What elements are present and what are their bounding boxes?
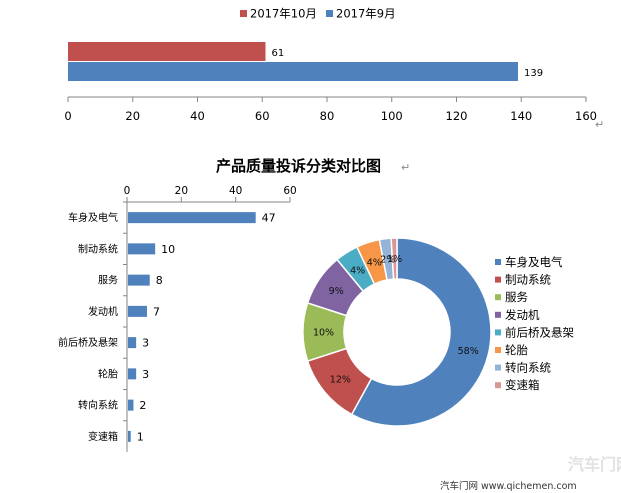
category-bar: [128, 368, 137, 380]
category-value-label: 7: [153, 305, 160, 318]
x-tick-label: 80: [320, 109, 335, 123]
donut-slice: [350, 237, 492, 427]
donut-legend-label: 前后桥及悬架: [505, 325, 574, 339]
legend-label-sep: 2017年9月: [336, 7, 396, 21]
legend-label-oct: 2017年10月: [250, 7, 317, 21]
top-tick-label: 20: [175, 185, 188, 197]
category-label: 前后桥及悬架: [58, 336, 118, 349]
category-bar: [128, 243, 156, 255]
donut-legend-swatch: [495, 364, 501, 371]
x-tick-label: 100: [381, 109, 403, 123]
donut-legend-swatch: [495, 259, 501, 265]
donut-chart: 58%12%10%9%4%4%2%1% 车身及电气制动系统服务发动机前后桥及悬架…: [302, 237, 574, 427]
x-tick-label: 120: [446, 109, 468, 123]
x-tick-label: 20: [125, 109, 140, 123]
top-tick-label: 0: [124, 185, 131, 197]
x-tick-label: 60: [255, 109, 270, 123]
category-bar: [128, 305, 148, 317]
watermark-logo: 汽车门网: [568, 455, 621, 474]
donut-legend-swatch: [495, 329, 501, 336]
x-tick-label: 160: [575, 109, 597, 123]
legend-swatch-oct: [240, 10, 247, 17]
donut-labels: 58%12%10%9%4%4%2%1%: [313, 254, 479, 385]
top-axis-ticks: 0 20 40 60: [124, 185, 297, 202]
category-bar: [128, 274, 150, 286]
donut-legend-swatch: [495, 276, 501, 283]
category-label: 制动系统: [78, 242, 118, 255]
category-chart: 产品质量投诉分类对比图 ↵ 0 20 40 60 车身及电气 47 制动系统 10 服务 8 发动…: [58, 157, 410, 452]
title-paragraph-mark: ↵: [401, 161, 410, 174]
donut-legend-label: 发动机: [505, 308, 540, 322]
x-tick-label: 0: [64, 109, 71, 123]
top-tick-label: 40: [229, 185, 242, 197]
donut-slice: [390, 237, 398, 280]
donut-percent-label: 58%: [458, 346, 479, 357]
x-axis-ticks: 0 20 40 60 80 100 120 140 160: [64, 97, 597, 123]
category-label: 车身及电气: [68, 211, 118, 224]
donut-legend-swatch: [495, 382, 501, 389]
category-bar: [128, 212, 256, 224]
category-label: 发动机: [88, 305, 118, 318]
category-value-label: 2: [139, 399, 146, 412]
paragraph-mark: ↵: [595, 118, 604, 131]
donut-legend-label: 变速箱: [505, 378, 540, 392]
x-tick-label: 40: [190, 109, 205, 123]
category-value-label: 3: [142, 368, 149, 381]
chart-title: 产品质量投诉分类对比图: [216, 157, 381, 175]
donut-legend-label: 制动系统: [505, 273, 551, 287]
data-label-oct: 61: [271, 48, 284, 59]
category-bars: 车身及电气 47 制动系统 10 服务 8 发动机 7 前后桥及悬架 3 轮胎 3 转向系统 2 变速箱 1: [58, 201, 276, 443]
bar-sep: [68, 62, 519, 81]
donut-percent-label: 2%: [380, 255, 395, 266]
donut-legend-label: 转向系统: [505, 361, 551, 375]
donut-legend-swatch: [495, 311, 501, 318]
category-bar: [128, 399, 134, 411]
donut-legend-label: 车身及电气: [505, 255, 563, 269]
donut-slices: [302, 237, 492, 427]
category-label: 轮胎: [98, 367, 118, 380]
x-tick-label: 140: [510, 109, 532, 123]
category-value-label: 47: [262, 212, 276, 225]
donut-percent-label: 1%: [387, 254, 402, 265]
data-label-sep: 139: [524, 68, 543, 79]
monthly-legend: 2017年10月 2017年9月: [240, 7, 396, 21]
category-label: 转向系统: [78, 399, 118, 412]
donut-legend-swatch: [495, 294, 501, 301]
donut-legend-label: 轮胎: [505, 343, 528, 357]
donut-percent-label: 9%: [329, 286, 344, 297]
category-value-label: 8: [156, 274, 163, 287]
bar-oct: [68, 42, 266, 61]
monthly-chart: 2017年10月 2017年9月 61 139 0 20 40 60 80 100 120 1…: [64, 7, 604, 132]
category-value-label: 1: [137, 430, 144, 443]
donut-legend-label: 服务: [505, 290, 528, 304]
category-value-label: 10: [161, 243, 175, 256]
category-bar: [128, 430, 131, 442]
source-credit: 汽车门网 www.qichemen.com: [440, 480, 577, 492]
donut-percent-label: 10%: [313, 328, 334, 339]
category-bar: [128, 337, 137, 349]
donut-percent-label: 12%: [330, 374, 351, 385]
donut-percent-label: 4%: [367, 258, 382, 269]
category-label: 服务: [98, 274, 118, 287]
category-label: 变速箱: [88, 430, 118, 443]
category-value-label: 3: [142, 337, 149, 350]
donut-legend-swatch: [495, 347, 501, 353]
donut-percent-label: 4%: [350, 265, 365, 276]
top-tick-label: 60: [283, 185, 296, 197]
legend-swatch-sep: [326, 10, 333, 17]
